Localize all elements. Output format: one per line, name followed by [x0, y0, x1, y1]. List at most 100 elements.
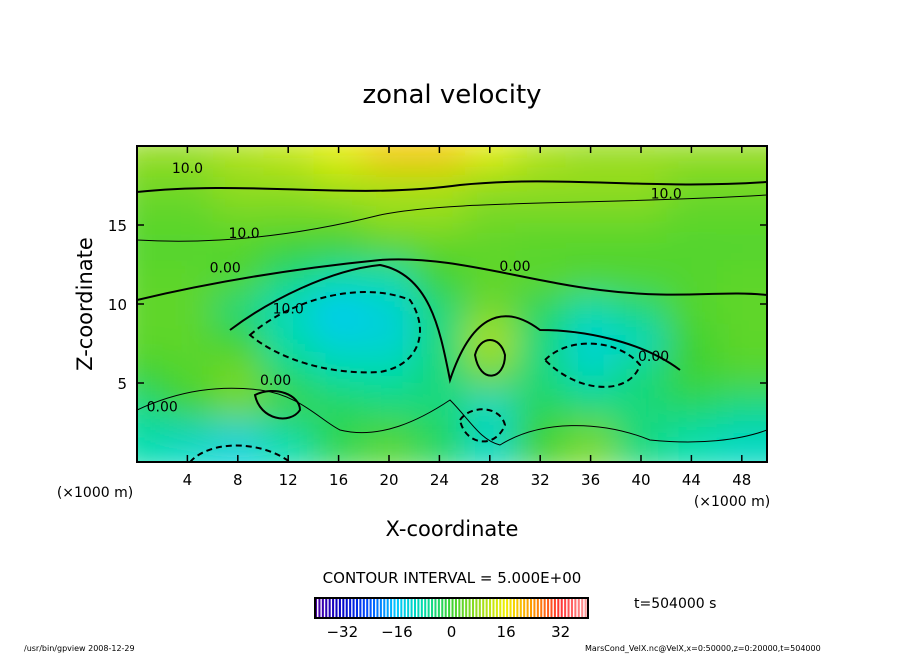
colorbar-swatch [550, 598, 553, 618]
colorbar-swatch [338, 598, 341, 618]
colorbar-swatch [475, 598, 478, 618]
colorbar-swatch [403, 598, 406, 618]
colorbar-swatch [413, 598, 417, 618]
colorbar-tick-label: 0 [447, 623, 457, 641]
colorbar-swatch [468, 598, 471, 618]
x-tick-label: 20 [379, 471, 398, 489]
color-field [137, 146, 767, 462]
colorbar-swatch [369, 598, 372, 618]
chart-title: zonal velocity [362, 80, 541, 110]
colorbar-swatch [519, 598, 522, 618]
colorbar-swatch [489, 598, 492, 618]
colorbar-swatch [495, 598, 498, 618]
colorbar-swatch [352, 598, 355, 618]
colorbar-swatch [437, 598, 440, 618]
colorbar-swatch [458, 598, 461, 618]
x-tick-label: 12 [279, 471, 298, 489]
colorbar-swatch [345, 598, 348, 618]
footer-right: MarsCond_VelX.nc@VelX,x=0:50000,z=0:2000… [585, 644, 821, 653]
colorbar-tick-label: 16 [497, 623, 516, 641]
colorbar-swatch [533, 598, 536, 618]
colorbar-tick-label: 32 [551, 623, 570, 641]
x-tick-label: 16 [329, 471, 348, 489]
footer-left: /usr/bin/gpview 2008-12-29 [24, 644, 135, 653]
x-axis-label: X-coordinate [386, 517, 519, 541]
contour-label: 0.00 [147, 400, 178, 416]
y-tick-label: 10 [108, 296, 127, 314]
colorbar-swatch [485, 598, 488, 618]
colorbar-swatch [318, 598, 321, 618]
colorbar-swatch [417, 598, 420, 618]
y-tick-label: 15 [108, 217, 127, 235]
contour-label: 10.0 [273, 302, 304, 318]
colorbar-swatch [560, 598, 563, 618]
colorbar-swatch [315, 598, 318, 618]
colorbar-swatch [431, 598, 434, 618]
colorbar-swatch [325, 598, 328, 618]
colorbar-swatch [523, 598, 526, 618]
contour-label: 10.0 [172, 161, 203, 177]
colorbar-swatch [570, 598, 573, 618]
colorbar-tick-label: −32 [326, 623, 358, 641]
x-tick-label: 24 [430, 471, 449, 489]
contour-line [458, 408, 507, 443]
colorbar-swatch [471, 598, 475, 618]
colorbar-swatch [379, 598, 382, 618]
colorbar-swatch [427, 598, 430, 618]
colorbar-swatch [478, 598, 481, 618]
contour-line [189, 444, 291, 462]
colorbar-swatch [536, 598, 539, 618]
colorbar-swatch [553, 598, 556, 618]
colorbar-swatch [383, 598, 386, 618]
contour-line [137, 180, 767, 193]
colorbar-swatch [512, 598, 515, 618]
colorbar-swatch [359, 598, 362, 618]
colorbar-swatch [448, 598, 451, 618]
colorbar-swatch [420, 598, 423, 618]
x-tick-label: 48 [732, 471, 751, 489]
colorbar-swatch [574, 598, 577, 618]
colorbar-swatch [349, 598, 352, 618]
colorbar-swatch [424, 598, 427, 618]
x-tick-label: 44 [682, 471, 701, 489]
colorbar-swatch [482, 598, 485, 618]
contour-lines [137, 180, 767, 462]
colorbar-swatch [547, 598, 550, 618]
y-tick-label: 5 [117, 375, 127, 393]
colorbar-swatch [434, 598, 437, 618]
x-tick-label: 4 [183, 471, 193, 489]
colorbar-swatch [393, 598, 396, 618]
colorbar-swatch [373, 598, 376, 618]
colorbar-swatch [502, 598, 505, 618]
colorbar-ticks: −32 −16 0 16 32 [326, 623, 570, 641]
x-unit-left: (×1000 m) [57, 485, 133, 501]
contour-label: 10.0 [651, 186, 682, 202]
x-tick-label: 36 [581, 471, 600, 489]
colorbar-swatch [400, 598, 403, 618]
colorbar-swatch [499, 598, 502, 618]
contour-line [137, 194, 767, 242]
colorbar-swatch [577, 598, 580, 618]
contour-label: 10.0 [229, 226, 260, 242]
x-axis: 4 8 12 16 20 24 28 32 36 40 44 48 [183, 146, 751, 489]
colorbar-swatch [328, 598, 331, 618]
colorbar-swatch [529, 598, 533, 618]
colorbar-swatch [564, 598, 567, 618]
colorbar-swatch [376, 598, 379, 618]
colorbar-swatch [581, 598, 584, 618]
colorbar-swatch [332, 598, 335, 618]
contour-line [253, 390, 302, 420]
colorbar-swatch [362, 598, 365, 618]
colorbar-swatch [407, 598, 410, 618]
contour-line [137, 258, 767, 301]
colorbar [315, 598, 587, 618]
colorbar-swatch [386, 598, 389, 618]
colorbar-swatch [342, 598, 345, 618]
y-axis-label: Z-coordinate [73, 237, 97, 371]
x-tick-label: 28 [480, 471, 499, 489]
colorbar-swatch [366, 598, 369, 618]
x-tick-label: 8 [233, 471, 243, 489]
contour-line [229, 263, 681, 384]
